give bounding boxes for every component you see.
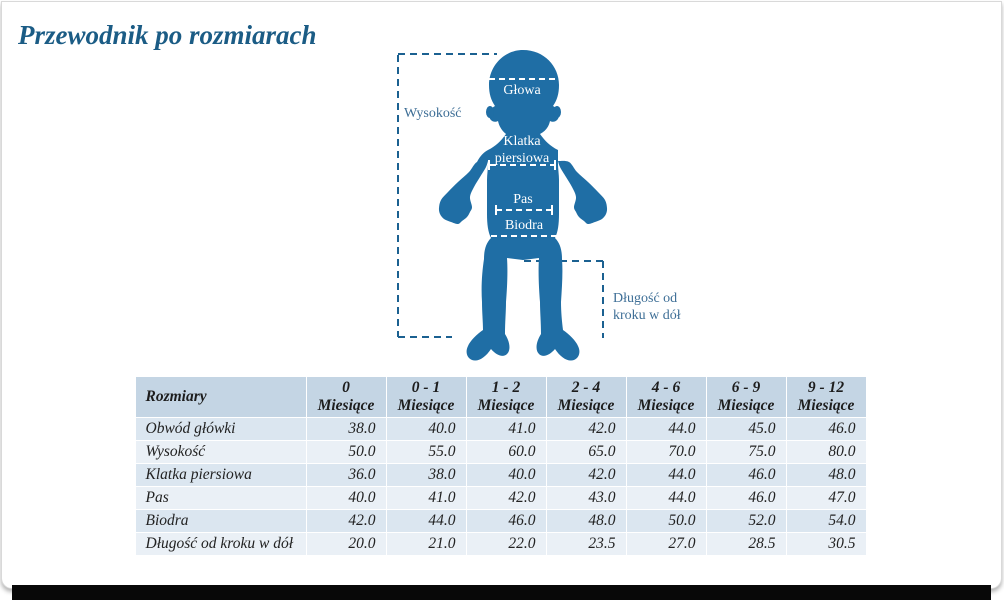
- svg-text:Pas: Pas: [513, 192, 532, 207]
- svg-text:kroku w dół: kroku w dół: [613, 308, 681, 323]
- svg-text:piersiowa: piersiowa: [495, 151, 550, 166]
- svg-text:Długość od: Długość od: [613, 291, 677, 306]
- svg-text:Głowa: Głowa: [503, 83, 541, 98]
- svg-text:Biodra: Biodra: [505, 218, 544, 233]
- svg-text:Klatka: Klatka: [503, 134, 541, 149]
- svg-text:Wysokość: Wysokość: [404, 106, 461, 121]
